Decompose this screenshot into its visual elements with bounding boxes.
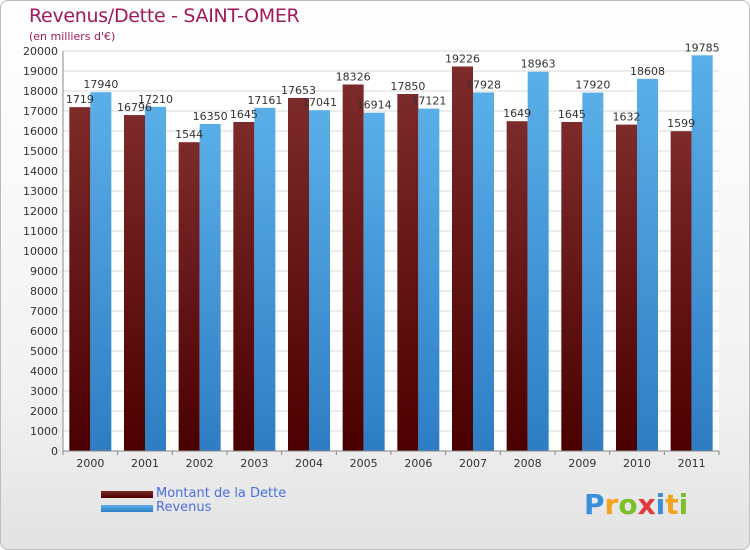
x-tick-label: 2006 [404,457,432,470]
y-tick-label: 8000 [30,285,58,298]
data-label-revenue: 17210 [138,93,173,106]
data-label-revenue: 17928 [466,78,501,91]
bar-debt [178,142,200,451]
legend-label-debt: Montant de la Dette [156,486,287,501]
data-label-revenue: 19785 [685,41,720,54]
data-label-debt: 1599 [667,117,695,130]
y-tick-label: 11000 [23,225,58,238]
x-tick-label: 2010 [623,457,651,470]
proxiti-logo: Proxiti [584,488,689,521]
data-label-revenue: 17121 [411,95,446,108]
y-tick-label: 13000 [23,185,58,198]
data-label-revenue: 18608 [630,65,665,78]
y-tick-label: 20000 [23,45,58,58]
y-tick-label: 2000 [30,405,58,418]
x-tick-label: 2004 [295,457,323,470]
data-label-debt: 1645 [230,108,258,121]
x-tick-label: 2001 [131,457,159,470]
x-tick-label: 2011 [678,457,706,470]
bar-revenue [691,55,713,452]
data-label-debt: 1544 [175,128,203,141]
data-label-revenue: 17940 [83,78,118,91]
y-tick-label: 4000 [30,365,58,378]
bar-revenue [637,78,658,451]
y-tick-label: 14000 [23,165,58,178]
bar-revenue [90,92,112,451]
data-label-revenue: 18963 [521,58,556,71]
data-label-revenue: 16350 [193,110,228,123]
x-tick-label: 2003 [240,457,268,470]
y-tick-label: 18000 [23,85,58,98]
bar-debt [124,115,145,451]
y-tick-label: 17000 [23,105,58,118]
legend-label-revenue: Revenus [156,500,212,515]
bar-debt [342,84,364,451]
chart-title: Revenus/Dette - SAINT-OMER [29,5,300,27]
data-label-debt: 19226 [445,52,480,65]
data-label-debt: 18326 [336,70,371,83]
bar-debt [397,94,419,451]
bar-revenue [582,92,604,451]
bar-debt [506,121,528,451]
chart-subtitle: (en milliers d'€) [29,30,116,43]
y-tick-label: 6000 [30,325,58,338]
data-label-revenue: 17161 [247,94,282,107]
data-label-debt: 1632 [613,111,641,124]
bar-revenue [527,71,549,452]
bar-debt [561,122,583,451]
x-tick-label: 2002 [186,457,214,470]
x-tick-label: 2005 [350,457,378,470]
bar-debt [69,107,91,452]
bar-revenue [145,106,166,452]
bar-debt [670,131,692,451]
data-label-debt: 16796 [117,101,152,114]
x-tick-label: 2007 [459,457,487,470]
bar-revenue [254,107,276,451]
x-tick-label: 2009 [568,457,596,470]
y-tick-label: 10000 [23,245,58,258]
x-tick-label: 2000 [76,457,104,470]
data-label-debt: 17850 [390,80,425,93]
bar-revenue [199,124,221,451]
y-tick-label: 9000 [30,265,58,278]
y-tick-label: 0 [51,445,58,458]
bar-debt [452,66,473,451]
legend-swatch-revenue [101,505,153,512]
bar-debt [616,124,637,451]
bar-revenue [473,92,494,451]
y-tick-label: 12000 [23,205,58,218]
y-tick-label: 5000 [30,345,58,358]
data-label-debt: 1645 [558,108,586,121]
data-label-revenue: 17920 [575,79,610,92]
y-tick-label: 19000 [23,65,58,78]
y-tick-label: 3000 [30,385,58,398]
legend-swatch-debt [101,491,153,498]
data-label-debt: 17653 [281,84,316,97]
bar-revenue [309,110,330,452]
data-label-debt: 1719 [66,93,94,106]
y-tick-label: 1000 [30,425,58,438]
bar-debt [233,122,255,451]
y-tick-label: 16000 [23,125,58,138]
data-label-revenue: 16914 [357,99,392,112]
data-label-revenue: 17041 [302,96,337,109]
y-tick-label: 7000 [30,305,58,318]
y-tick-label: 15000 [23,145,58,158]
bar-revenue [363,112,385,451]
bar-debt [288,97,309,451]
x-tick-label: 2008 [514,457,542,470]
data-label-debt: 1649 [503,107,531,120]
bar-revenue [418,108,440,451]
